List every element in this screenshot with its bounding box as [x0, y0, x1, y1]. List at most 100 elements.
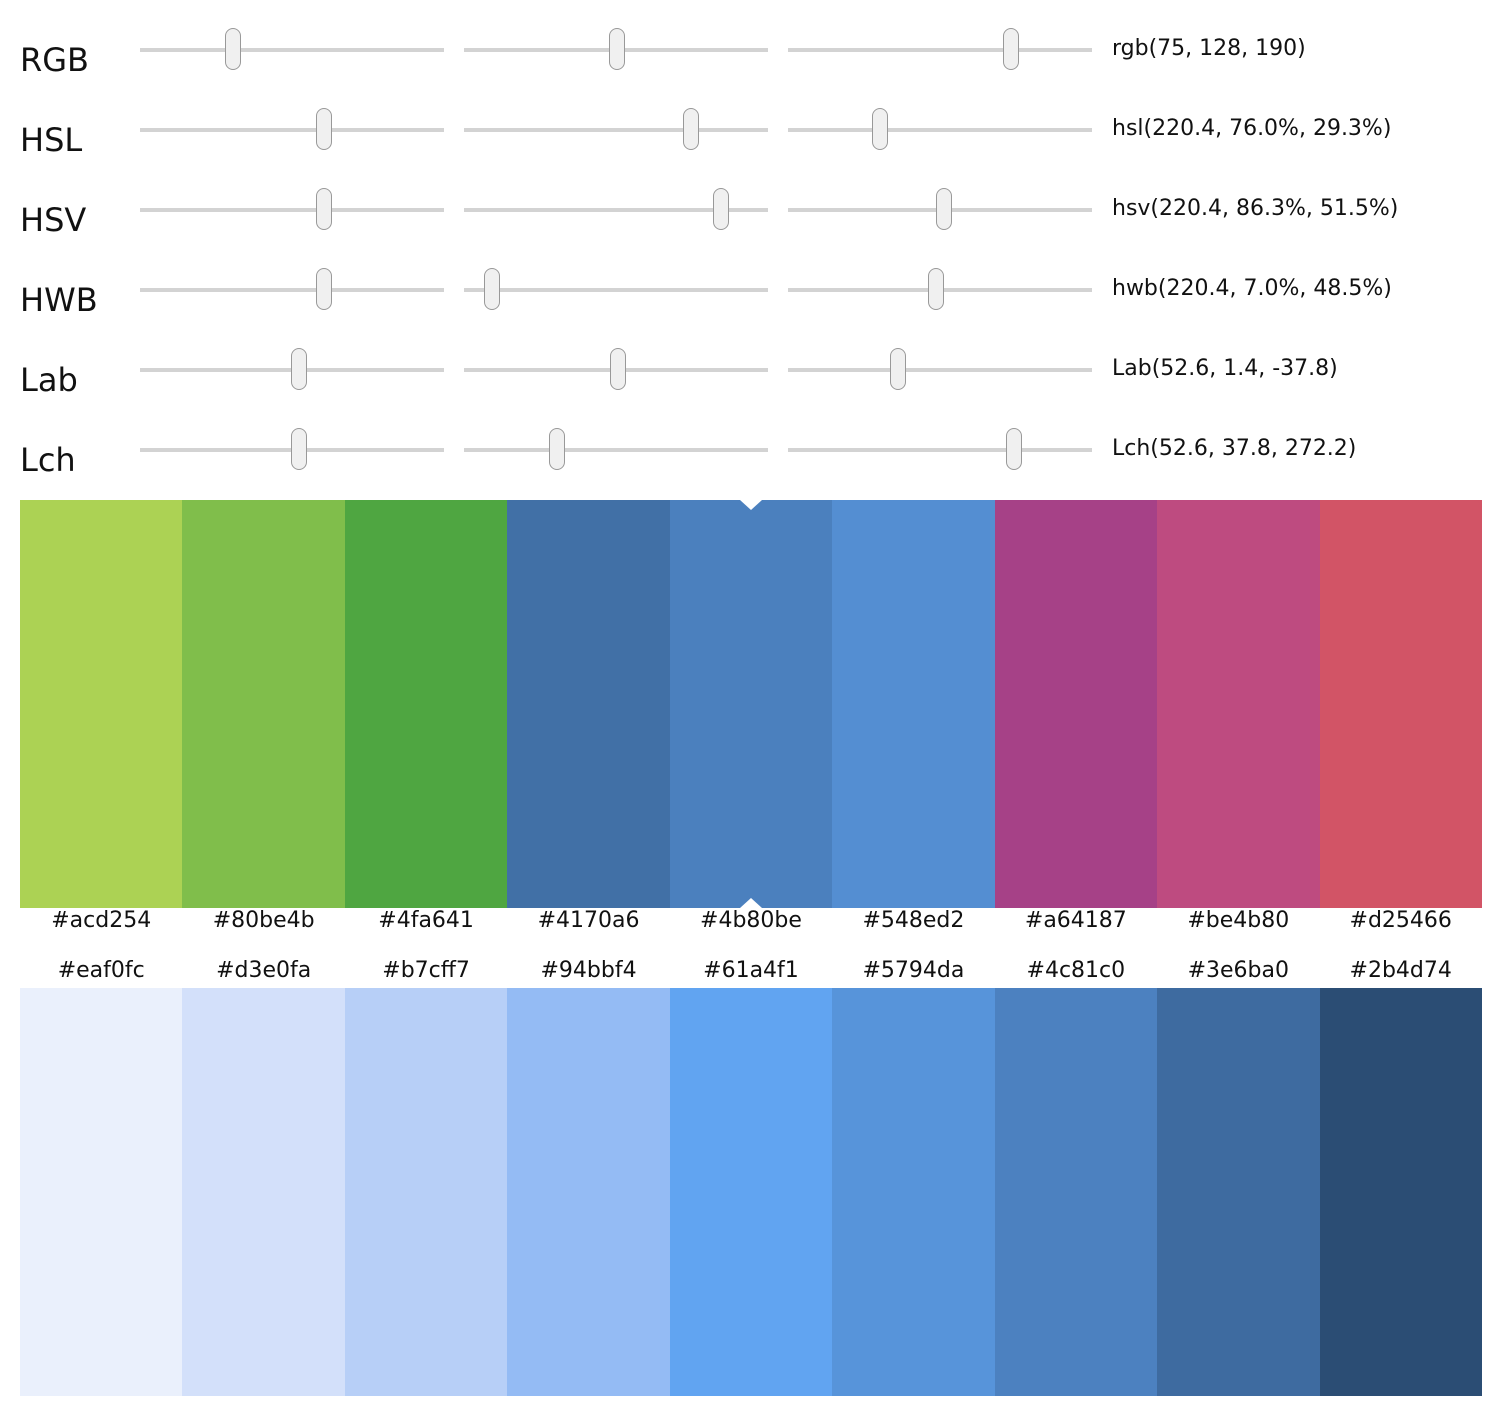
slider-thumb[interactable] — [224, 28, 241, 70]
color-swatch[interactable] — [832, 500, 995, 908]
top-palette — [20, 500, 1482, 908]
slider-thumb[interactable] — [316, 268, 333, 310]
swatch-hex-label: #4c81c0 — [1026, 958, 1126, 983]
model-row-hwb: HWB hwb(220.4, 7.0%, 48.5%) — [0, 268, 1501, 370]
slider-thumb[interactable] — [927, 268, 944, 310]
slider-track[interactable] — [464, 208, 768, 212]
model-value-text: hsv(220.4, 86.3%, 51.5%) — [1112, 196, 1399, 221]
slider-track[interactable] — [464, 128, 768, 132]
slider-track[interactable] — [788, 128, 1092, 132]
selected-pointer-bottom — [740, 898, 762, 908]
model-row-rgb: RGB rgb(75, 128, 190) — [0, 28, 1501, 130]
channel-slider-3[interactable] — [788, 428, 1092, 472]
swatch-hex-label: #eaf0fc — [57, 958, 145, 983]
slider-track[interactable] — [140, 288, 444, 292]
color-swatch[interactable] — [182, 500, 345, 908]
slider-thumb[interactable] — [936, 188, 953, 230]
model-value-text: Lab(52.6, 1.4, -37.8) — [1112, 356, 1338, 381]
color-swatch[interactable] — [182, 988, 345, 1396]
bottom-palette — [20, 988, 1482, 1396]
swatch-hex-label: #d3e0fa — [216, 958, 312, 983]
swatch-hex-label: #94bbf4 — [540, 958, 637, 983]
model-row-hsl: HSL hsl(220.4, 76.0%, 29.3%) — [0, 108, 1501, 210]
slider-track[interactable] — [788, 448, 1092, 452]
swatch-hex-label: #be4b80 — [1187, 908, 1290, 933]
model-value-text: hsl(220.4, 76.0%, 29.3%) — [1112, 116, 1392, 141]
swatch-hex-label: #a64187 — [1024, 908, 1127, 933]
slider-thumb[interactable] — [1002, 28, 1019, 70]
color-swatch[interactable] — [1157, 988, 1320, 1396]
slider-track[interactable] — [464, 448, 768, 452]
slider-thumb[interactable] — [1005, 428, 1022, 470]
swatch-hex-label: #4fa641 — [378, 908, 474, 933]
channel-slider-1[interactable] — [140, 108, 444, 152]
model-value-text: hwb(220.4, 7.0%, 48.5%) — [1112, 276, 1392, 301]
swatch-hex-label: #61a4f1 — [703, 958, 799, 983]
slider-track[interactable] — [140, 208, 444, 212]
swatch-hex-label: #4170a6 — [537, 908, 640, 933]
model-value-text: Lch(52.6, 37.8, 272.2) — [1112, 436, 1357, 461]
model-row-lab: Lab Lab(52.6, 1.4, -37.8) — [0, 348, 1501, 450]
slider-track[interactable] — [140, 48, 444, 52]
model-label: HSV — [20, 201, 87, 239]
color-swatch[interactable] — [669, 988, 833, 1396]
channel-slider-3[interactable] — [788, 268, 1092, 312]
slider-thumb[interactable] — [549, 428, 566, 470]
slider-track[interactable] — [788, 48, 1092, 52]
channel-slider-3[interactable] — [788, 28, 1092, 72]
model-label: Lab — [20, 361, 78, 399]
channel-slider-1[interactable] — [140, 188, 444, 232]
channel-slider-1[interactable] — [140, 348, 444, 392]
slider-thumb[interactable] — [610, 348, 627, 390]
color-swatch[interactable] — [1157, 500, 1320, 908]
channel-slider-1[interactable] — [140, 428, 444, 472]
swatch-hex-label: #b7cff7 — [382, 958, 470, 983]
slider-thumb[interactable] — [608, 28, 625, 70]
swatch-hex-label: #548ed2 — [862, 908, 965, 933]
slider-thumb[interactable] — [484, 268, 501, 310]
color-swatch[interactable] — [1319, 988, 1482, 1396]
color-swatch[interactable] — [20, 500, 183, 908]
model-label: HSL — [20, 121, 83, 159]
channel-slider-2[interactable] — [464, 108, 768, 152]
slider-track[interactable] — [464, 288, 768, 292]
color-swatch[interactable] — [994, 988, 1158, 1396]
slider-track[interactable] — [140, 128, 444, 132]
color-swatch[interactable] — [344, 988, 508, 1396]
channel-slider-3[interactable] — [788, 188, 1092, 232]
selected-pointer-top — [740, 500, 762, 510]
channel-slider-2[interactable] — [464, 28, 768, 72]
slider-thumb[interactable] — [872, 108, 889, 150]
bottom-palette-labels: #eaf0fc #d3e0fa #b7cff7 #94bbf4 #61a4f1 #5794… — [20, 958, 1482, 983]
swatch-hex-label: #acd254 — [51, 908, 152, 933]
color-swatch[interactable] — [1319, 500, 1482, 908]
channel-slider-1[interactable] — [140, 268, 444, 312]
channel-slider-2[interactable] — [464, 428, 768, 472]
slider-thumb[interactable] — [291, 348, 308, 390]
color-swatch[interactable] — [507, 500, 670, 908]
color-swatch[interactable] — [344, 500, 508, 908]
channel-slider-2[interactable] — [464, 188, 768, 232]
slider-thumb[interactable] — [316, 108, 333, 150]
slider-thumb[interactable] — [712, 188, 729, 230]
color-swatch[interactable] — [507, 988, 670, 1396]
swatch-hex-label: #d25466 — [1349, 908, 1452, 933]
model-label: Lch — [20, 441, 76, 479]
slider-thumb[interactable] — [889, 348, 906, 390]
model-value-text: rgb(75, 128, 190) — [1112, 36, 1306, 61]
channel-slider-2[interactable] — [464, 348, 768, 392]
channel-slider-3[interactable] — [788, 348, 1092, 392]
color-swatch[interactable] — [994, 500, 1158, 908]
swatch-hex-label: #4b80be — [700, 908, 802, 933]
slider-thumb[interactable] — [291, 428, 308, 470]
channel-slider-1[interactable] — [140, 28, 444, 72]
model-row-lch: Lch Lch(52.6, 37.8, 272.2) — [0, 428, 1501, 530]
channel-slider-2[interactable] — [464, 268, 768, 312]
slider-thumb[interactable] — [682, 108, 699, 150]
slider-track[interactable] — [788, 368, 1092, 372]
color-swatch[interactable] — [669, 500, 833, 908]
color-swatch[interactable] — [832, 988, 995, 1396]
slider-thumb[interactable] — [316, 188, 333, 230]
color-swatch[interactable] — [20, 988, 183, 1396]
channel-slider-3[interactable] — [788, 108, 1092, 152]
